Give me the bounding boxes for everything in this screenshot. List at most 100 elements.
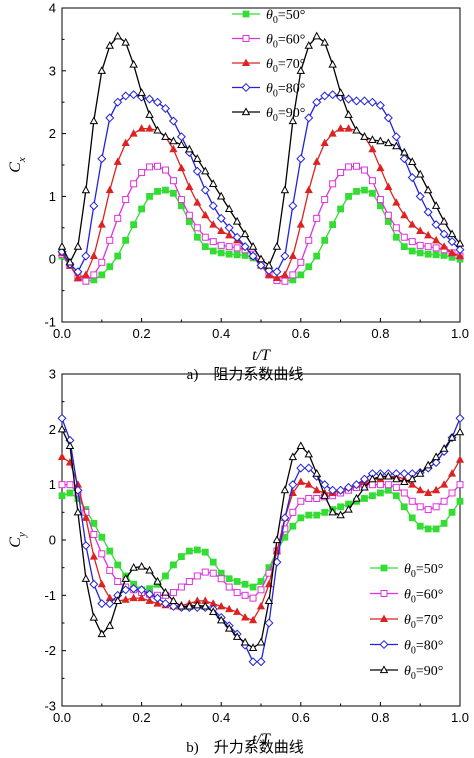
data-point bbox=[145, 565, 154, 574]
y-tick-label: -1 bbox=[44, 588, 56, 603]
legend-value: =70° bbox=[278, 57, 306, 72]
data-point bbox=[256, 657, 266, 667]
data-point bbox=[73, 273, 82, 282]
data-point bbox=[105, 599, 115, 609]
data-point bbox=[313, 511, 321, 519]
data-point bbox=[81, 251, 91, 261]
data-point bbox=[391, 132, 401, 142]
data-point bbox=[137, 561, 146, 570]
data-point bbox=[81, 185, 91, 194]
series-line bbox=[61, 429, 461, 649]
legend-marker bbox=[242, 10, 250, 18]
data-point bbox=[97, 629, 107, 638]
data-point bbox=[321, 236, 329, 244]
data-point bbox=[400, 147, 409, 156]
data-point bbox=[431, 220, 441, 230]
data-point bbox=[280, 251, 290, 261]
data-point bbox=[153, 97, 163, 107]
y-tick-label: -1 bbox=[44, 315, 56, 330]
data-point bbox=[424, 506, 432, 514]
legend-value: =50° bbox=[278, 8, 306, 23]
data-point bbox=[384, 182, 393, 190]
data-point bbox=[455, 427, 465, 436]
data-point bbox=[185, 578, 193, 585]
legend-label: θ0=70° bbox=[404, 613, 443, 631]
y-axis-label: Cx bbox=[7, 157, 28, 173]
y-axis-label-main: C bbox=[7, 162, 24, 173]
data-point bbox=[360, 132, 369, 140]
data-point bbox=[440, 480, 449, 488]
data-point bbox=[193, 546, 201, 554]
data-point bbox=[217, 575, 225, 583]
data-point bbox=[321, 196, 329, 204]
data-point bbox=[201, 243, 209, 251]
data-point bbox=[416, 226, 425, 234]
data-point bbox=[336, 510, 345, 519]
data-point bbox=[361, 495, 368, 502]
data-point bbox=[248, 643, 258, 651]
data-point bbox=[376, 136, 385, 145]
data-point bbox=[161, 587, 170, 596]
data-point bbox=[224, 204, 234, 213]
data-point bbox=[280, 185, 290, 194]
data-point bbox=[407, 157, 417, 165]
data-point bbox=[162, 186, 169, 194]
data-point bbox=[352, 493, 361, 502]
data-point bbox=[272, 273, 281, 282]
data-point bbox=[73, 242, 83, 250]
legend-theta: θ bbox=[266, 57, 273, 72]
legend-value: =50° bbox=[416, 562, 444, 577]
data-point bbox=[345, 192, 352, 200]
data-point bbox=[137, 88, 146, 96]
data-point bbox=[337, 169, 345, 177]
data-point bbox=[89, 251, 98, 260]
data-point bbox=[448, 489, 456, 497]
data-point bbox=[416, 522, 424, 530]
data-point bbox=[57, 452, 67, 461]
data-point bbox=[353, 187, 360, 195]
data-point bbox=[424, 488, 433, 496]
plot-frame bbox=[61, 7, 461, 323]
y-tick-label: -3 bbox=[44, 699, 56, 714]
data-point bbox=[264, 265, 274, 276]
data-point bbox=[448, 508, 456, 516]
data-point bbox=[352, 125, 361, 134]
data-point bbox=[89, 201, 99, 211]
data-point bbox=[272, 242, 282, 250]
data-point bbox=[455, 413, 465, 423]
legend-label: θ0=80° bbox=[266, 82, 305, 100]
data-point bbox=[129, 90, 139, 100]
data-point bbox=[225, 230, 234, 239]
data-point bbox=[145, 94, 155, 104]
data-point bbox=[153, 593, 163, 603]
data-point bbox=[137, 593, 146, 602]
y-tick-label: 0 bbox=[49, 533, 56, 548]
data-point bbox=[217, 241, 225, 249]
data-point bbox=[160, 599, 170, 609]
legend: θ0=50°θ0=60°θ0=70°θ0=80°θ0=90° bbox=[370, 562, 443, 682]
y-tick-label: 1 bbox=[49, 189, 56, 204]
data-point bbox=[400, 489, 408, 497]
data-point bbox=[344, 124, 353, 132]
x-tick-label: 0.4 bbox=[212, 326, 230, 341]
data-point bbox=[193, 224, 201, 232]
legend-theta: θ bbox=[404, 588, 411, 603]
data-point bbox=[392, 492, 400, 500]
data-point bbox=[209, 247, 217, 255]
legend-value: =80° bbox=[416, 639, 444, 654]
data-point bbox=[241, 252, 249, 259]
data-point bbox=[57, 413, 67, 423]
data-point bbox=[408, 238, 416, 246]
data-point bbox=[431, 201, 441, 209]
legend-marker bbox=[241, 58, 251, 66]
data-point bbox=[376, 489, 384, 497]
data-point bbox=[217, 226, 226, 234]
data-point bbox=[320, 480, 330, 490]
data-point bbox=[424, 243, 432, 251]
data-point bbox=[57, 242, 67, 250]
data-point bbox=[193, 233, 201, 241]
data-point bbox=[65, 441, 75, 450]
data-point bbox=[177, 163, 186, 172]
data-point bbox=[359, 96, 369, 106]
data-point bbox=[312, 97, 322, 107]
